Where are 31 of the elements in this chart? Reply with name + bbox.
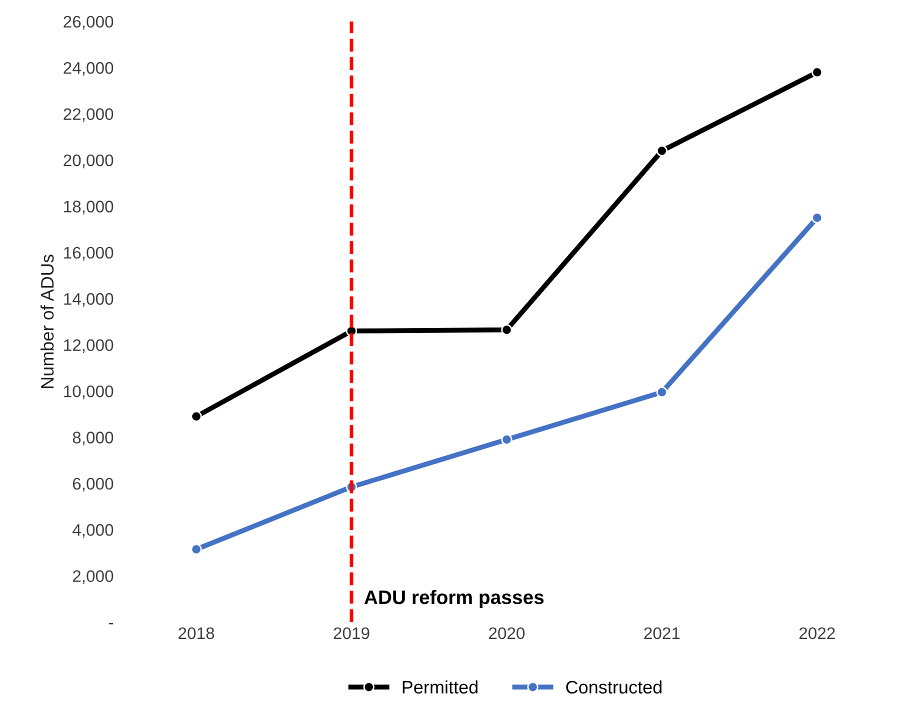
point: [190, 410, 202, 422]
y-tick-label: 2,000: [72, 570, 114, 584]
y-tick-label: 16,000: [64, 246, 114, 261]
point: [501, 324, 512, 336]
y-tick-label: 22,000: [64, 108, 114, 122]
x-tick-label: 2021: [644, 627, 680, 640]
y-tick-label: 8,000: [72, 432, 114, 446]
y-tick-label: 24,000: [64, 62, 114, 76]
y-tick-label: 6,000: [72, 478, 114, 492]
y-tick-label: 4,000: [72, 524, 114, 538]
y-tick-label: 12,000: [64, 339, 114, 354]
point: [812, 66, 823, 78]
y-tick-label: 10,000: [64, 385, 114, 400]
point: [501, 434, 512, 446]
y-tick-label: 20,000: [64, 154, 114, 168]
y-axis-title: Number of ADUs: [40, 254, 54, 388]
x-tick-label: 2018: [178, 627, 214, 640]
x-tick-label: 2019: [334, 627, 370, 640]
ref-line-label: ADU reform passes: [364, 590, 544, 608]
y-tick-label: 26,000: [64, 16, 114, 30]
y-tick-label: 18,000: [64, 200, 114, 214]
x-tick-label: 2020: [489, 627, 525, 640]
legend-label: Constructed: [566, 680, 662, 694]
point: [656, 386, 668, 398]
x-tick-label: 2022: [799, 627, 835, 640]
point: [812, 212, 823, 224]
legend-label: Permitted: [402, 680, 478, 694]
point: [190, 544, 202, 555]
point: [656, 145, 668, 156]
y-tick-label: 14,000: [64, 293, 114, 307]
y-tick-label: -: [109, 623, 114, 624]
